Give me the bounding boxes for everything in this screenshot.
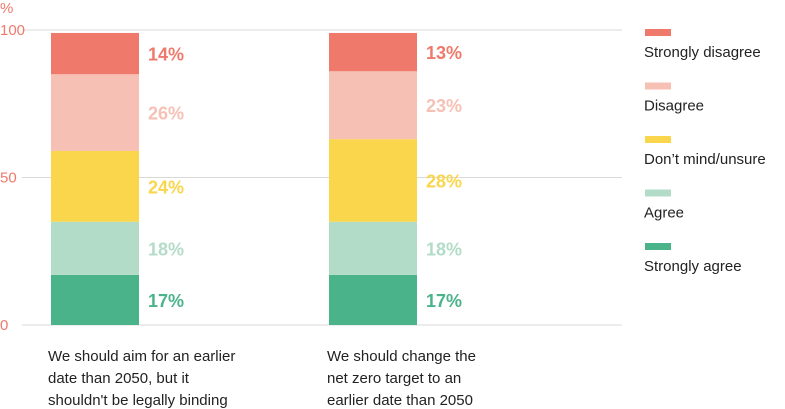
data-labels: 17% 18% 24% 26% 14% 17% 18% 28% 23% 13%	[148, 43, 462, 311]
legend-label: Agree	[644, 205, 684, 222]
legend-swatch	[645, 29, 671, 36]
bars	[51, 32, 417, 325]
legend-label: Strongly agree	[644, 258, 742, 275]
data-label: 18%	[426, 239, 462, 259]
data-label: 18%	[148, 239, 184, 259]
bar-segment	[329, 139, 417, 222]
bar-segment	[51, 274, 139, 325]
data-label: 13%	[426, 43, 462, 63]
category-label-line: shouldn't be legally binding	[48, 392, 228, 409]
bar-segment	[51, 74, 139, 151]
y-tick-label: 100	[0, 22, 25, 39]
y-axis-unit-label: %	[0, 0, 13, 17]
bar-segment	[51, 32, 139, 75]
data-label: 28%	[426, 171, 462, 191]
category-label-line: date than 2050, but it	[48, 370, 190, 387]
data-label: 14%	[148, 45, 184, 65]
category-label-line: earlier date than 2050	[327, 392, 473, 409]
legend-swatch	[645, 136, 671, 143]
legend: Strongly disagree Disagree Don’t mind/unsu…	[644, 29, 766, 275]
bar-segment	[329, 32, 417, 72]
legend-label: Strongly disagree	[644, 44, 761, 61]
category-label-line: We should aim for an earlier	[48, 348, 235, 365]
legend-swatch	[645, 243, 671, 250]
category-label-line: We should change the	[327, 348, 476, 365]
bar-segment	[51, 150, 139, 222]
legend-label: Disagree	[644, 98, 704, 115]
data-label: 17%	[426, 291, 462, 311]
bar-segment	[51, 221, 139, 275]
y-tick-label: 0	[0, 317, 8, 334]
data-label: 17%	[148, 291, 184, 311]
y-axis: % 0 50 100	[0, 0, 25, 334]
legend-swatch	[645, 189, 671, 197]
legend-label: Don’t mind/unsure	[644, 151, 766, 168]
category-labels: We should aim for an earlier date than 20…	[48, 348, 476, 409]
legend-swatch	[645, 82, 671, 90]
category-label-line: net zero target to an	[327, 370, 461, 387]
y-tick-label: 50	[0, 170, 17, 187]
data-label: 23%	[426, 96, 462, 116]
bar-segment	[329, 221, 417, 275]
bar-segment	[329, 71, 417, 140]
bar-segment	[329, 274, 417, 325]
data-label: 24%	[148, 177, 184, 197]
data-label: 26%	[148, 104, 184, 124]
